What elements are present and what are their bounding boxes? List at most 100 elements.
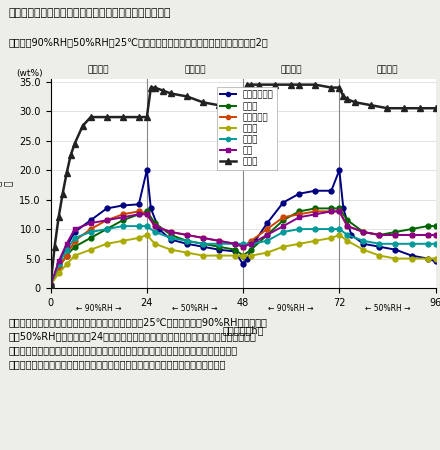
- 稚内珪藻頁岩: [232, 249, 238, 254]
- ゼオライト: [48, 282, 53, 288]
- 珪藻土: [264, 232, 270, 238]
- ゼオライト: [144, 212, 150, 217]
- 竹炭: [345, 223, 350, 229]
- 活性炭: [341, 94, 346, 99]
- 稚内珪藻頁岩: [253, 238, 258, 243]
- 活性炭: [144, 114, 150, 120]
- ゼオライト: [216, 238, 222, 243]
- 活性炭: [184, 94, 190, 99]
- ゼオライト: [184, 232, 190, 238]
- 竹炭: [393, 232, 398, 238]
- 活性炭: [257, 82, 262, 87]
- 稚内珪藻頁岩: [281, 200, 286, 205]
- 珪藻土: [377, 232, 382, 238]
- 珪藻土: [64, 253, 69, 258]
- 珪藻土: [281, 217, 286, 223]
- 稚内珪藻頁岩: [329, 188, 334, 194]
- Text: (wt%): (wt%): [16, 69, 43, 78]
- 竹炭: [200, 235, 205, 241]
- 備長炭: [297, 241, 302, 247]
- Line: 稚内珪藻頁岩: 稚内珪藻頁岩: [48, 168, 438, 288]
- 稚内珪藻頁岩: [264, 220, 270, 226]
- 竹炭: [72, 226, 77, 232]
- 稚内珪藻頁岩: [425, 256, 430, 261]
- 活性炭: [313, 82, 318, 87]
- 活性炭: [148, 85, 154, 90]
- 珪藻土: [249, 247, 254, 252]
- 木粉炭: [48, 282, 53, 288]
- ゼオライト: [264, 226, 270, 232]
- 竹炭: [409, 232, 414, 238]
- 備長炭: [200, 253, 205, 258]
- 珪藻土: [152, 220, 158, 226]
- Text: 放湿過程: 放湿過程: [377, 66, 398, 75]
- 活性炭: [369, 103, 374, 108]
- 珪藻土: [168, 232, 173, 238]
- 木粉炭: [264, 238, 270, 243]
- Text: ← 50%RH →: ← 50%RH →: [172, 304, 218, 313]
- 備長炭: [72, 253, 77, 258]
- 備長炭: [56, 270, 61, 276]
- Text: 吸湿過程: 吸湿過程: [280, 66, 302, 75]
- 稚内珪藻頁岩: [433, 259, 438, 264]
- 活性炭: [88, 114, 93, 120]
- 稚内珪藻頁岩: [200, 244, 205, 249]
- 稚内珪藻頁岩: [245, 256, 250, 261]
- 木粉炭: [337, 226, 342, 232]
- 木粉炭: [425, 241, 430, 247]
- 木粉炭: [409, 241, 414, 247]
- 活性炭: [417, 105, 422, 111]
- 稚内珪藻頁岩: [136, 202, 142, 207]
- 木粉炭: [56, 262, 61, 267]
- 備長炭: [361, 247, 366, 252]
- ゼオライト: [345, 223, 350, 229]
- ゼオライト: [72, 238, 77, 243]
- 珪藻土: [329, 206, 334, 211]
- 竹炭: [264, 232, 270, 238]
- 活性炭: [232, 103, 238, 108]
- 木粉炭: [64, 247, 69, 252]
- 珪藻土: [48, 282, 53, 288]
- 備長炭: [281, 244, 286, 249]
- 竹炭: [297, 215, 302, 220]
- 活性炭: [52, 244, 57, 249]
- 活性炭: [337, 85, 342, 90]
- 竹炭: [104, 217, 110, 223]
- 竹炭: [313, 212, 318, 217]
- 活性炭: [120, 114, 125, 120]
- 木粉炭: [240, 241, 246, 247]
- ゼオライト: [200, 235, 205, 241]
- 竹炭: [425, 232, 430, 238]
- 竹炭: [88, 220, 93, 226]
- 備長炭: [120, 238, 125, 243]
- 活性炭: [104, 114, 110, 120]
- 備長炭: [88, 247, 93, 252]
- ゼオライト: [104, 217, 110, 223]
- 木粉炭: [184, 238, 190, 243]
- ゼオライト: [313, 209, 318, 214]
- Text: 吸湿過程: 吸湿過程: [88, 66, 110, 75]
- 珪藻土: [409, 226, 414, 232]
- ゼオライト: [168, 230, 173, 235]
- ゼオライト: [240, 244, 246, 249]
- ゼオライト: [433, 232, 438, 238]
- Text: 相対湿度90%RH〜50%RH（25℃）に於ける吸放湿率量と吸放湿速度測定（表2）: 相対湿度90%RH〜50%RH（25℃）に於ける吸放湿率量と吸放湿速度測定（表2…: [9, 37, 268, 47]
- 稚内珪藻頁岩: [72, 230, 77, 235]
- 珪藻土: [345, 217, 350, 223]
- 備長炭: [409, 256, 414, 261]
- 木粉炭: [232, 241, 238, 247]
- 稚内珪藻頁岩: [341, 206, 346, 211]
- 木粉炭: [281, 230, 286, 235]
- Text: ← 90%RH →: ← 90%RH →: [76, 304, 121, 313]
- 竹炭: [337, 209, 342, 214]
- 備長炭: [377, 253, 382, 258]
- 稚内珪藻頁岩: [168, 237, 173, 243]
- 珪藻土: [200, 241, 205, 247]
- 備長炭: [240, 253, 246, 258]
- ゼオライト: [64, 253, 69, 258]
- Text: 測定経過（h）: 測定経過（h）: [222, 326, 264, 336]
- 稚内珪藻頁岩: [64, 244, 69, 249]
- 竹炭: [64, 241, 69, 247]
- 稚内珪藻頁岩: [184, 241, 190, 247]
- 活性炭: [289, 82, 294, 87]
